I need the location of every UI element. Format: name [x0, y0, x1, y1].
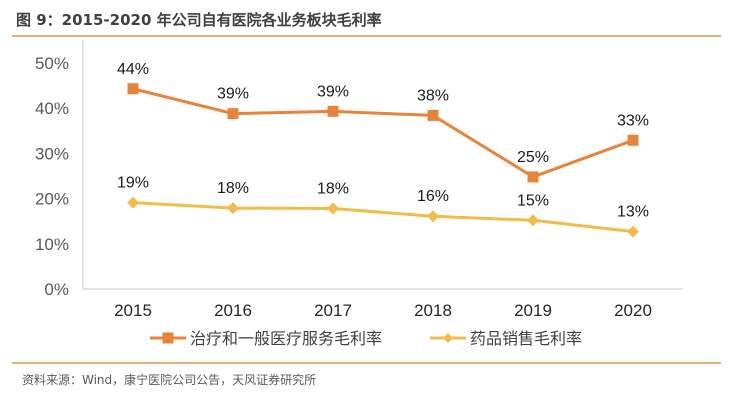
data-point-marker: [227, 108, 239, 120]
y-tick-label: 10%: [35, 235, 69, 254]
y-tick-label: 40%: [35, 99, 69, 118]
series-2: 19% 18% 18% 16% 15% 13%: [117, 175, 649, 238]
data-point-marker: [427, 210, 439, 223]
data-label: 25%: [517, 149, 549, 166]
legend-diamond-marker: [443, 333, 453, 343]
data-point-marker: [327, 202, 339, 215]
series-1: 44% 39% 39% 38% 25% 33%: [117, 61, 649, 183]
data-point-marker: [427, 109, 439, 121]
x-tick-label: 2016: [214, 301, 252, 320]
data-label: 16%: [417, 188, 449, 205]
data-point-marker: [527, 171, 539, 183]
data-point-marker: [327, 105, 339, 117]
source-divider: [12, 362, 721, 364]
data-label: 44%: [117, 61, 149, 78]
legend: 治疗和一般医疗服务毛利率 药品销售毛利率: [150, 329, 582, 348]
y-tick-label: 20%: [35, 190, 69, 209]
data-point-marker: [627, 225, 639, 238]
source-note: 资料来源：Wind，康宁医院公司公告，天风证券研究所: [22, 373, 317, 387]
data-label: 38%: [417, 87, 449, 104]
legend-item-2: 药品销售毛利率: [430, 329, 582, 348]
data-label: 18%: [217, 180, 249, 197]
legend-square-marker: [162, 332, 174, 344]
title-divider: [12, 35, 721, 37]
series-group: 44% 39% 39% 38% 25% 33% 19% 18% 18% 16% 15% 13%: [117, 61, 649, 238]
x-axis-ticks: 2015 2016 2017 2018 2019 2020: [114, 301, 652, 320]
data-point-marker: [127, 83, 139, 95]
x-tick-label: 2018: [414, 301, 452, 320]
data-label: 18%: [317, 181, 349, 198]
data-label: 19%: [117, 175, 149, 192]
x-tick-label: 2020: [614, 301, 652, 320]
axes: [82, 40, 683, 290]
y-tick-label: 0%: [44, 280, 69, 299]
legend-item-1: 治疗和一般医疗服务毛利率: [150, 329, 382, 348]
series-line: [132, 201, 634, 234]
data-point-marker: [627, 134, 639, 146]
data-label: 39%: [217, 86, 249, 103]
data-label: 39%: [317, 83, 349, 100]
data-point-marker: [227, 202, 239, 215]
y-tick-label: 50%: [35, 54, 69, 73]
data-label: 15%: [517, 192, 549, 209]
legend-label: 治疗和一般医疗服务毛利率: [190, 329, 382, 348]
x-tick-label: 2015: [114, 301, 152, 320]
legend-label: 药品销售毛利率: [470, 329, 582, 348]
x-tick-label: 2019: [514, 301, 552, 320]
y-tick-label: 30%: [35, 144, 69, 163]
y-axis-ticks: 0% 10% 20% 30% 40% 50%: [35, 54, 69, 299]
data-point-marker: [127, 196, 139, 209]
x-tick-label: 2017: [314, 301, 352, 320]
data-label: 33%: [617, 112, 649, 129]
series-line: [132, 87, 634, 179]
data-label: 13%: [617, 204, 649, 221]
data-point-marker: [527, 214, 539, 227]
chart-title: 图 9：2015-2020 年公司自有医院各业务板块毛利率: [16, 11, 382, 29]
line-chart: 0%10%20%30%40%50% 2015 2016 2017 2018 2019 20…: [35, 40, 683, 348]
